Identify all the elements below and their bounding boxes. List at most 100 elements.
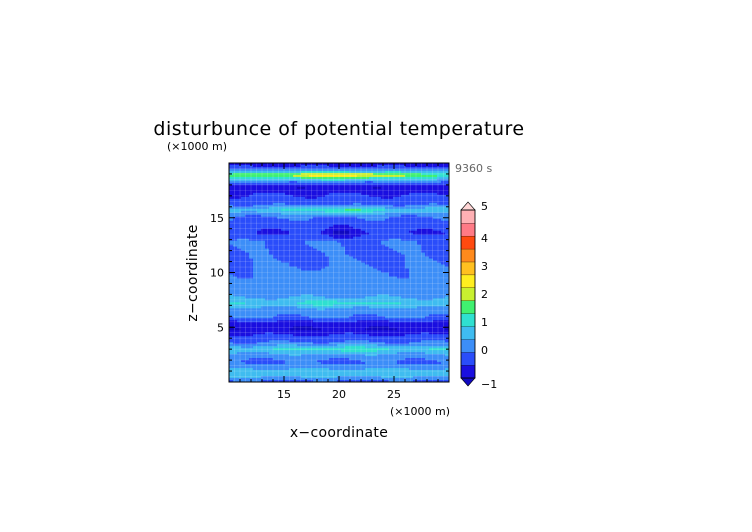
heatmap-cell xyxy=(329,306,334,309)
heatmap-cell xyxy=(433,204,438,208)
heatmap-cell xyxy=(381,266,386,269)
heatmap-cell xyxy=(401,288,406,291)
heatmap-cell xyxy=(417,284,422,287)
heatmap-cell xyxy=(397,314,402,317)
heatmap-cell xyxy=(349,306,354,309)
heatmap-cell xyxy=(289,168,294,172)
heatmap-cell xyxy=(245,172,250,176)
heatmap-cell xyxy=(237,212,242,216)
heatmap-cell xyxy=(241,256,246,259)
heatmap-cell xyxy=(321,222,326,226)
heatmap-cell xyxy=(273,190,278,194)
heatmap-cell xyxy=(413,174,418,178)
heatmap-cell xyxy=(417,190,422,194)
heatmap-cell xyxy=(409,256,414,259)
heatmap-cell xyxy=(285,222,290,226)
heatmap-cell xyxy=(421,340,426,343)
heatmap-cell xyxy=(305,320,310,323)
heatmap-cell xyxy=(277,328,282,331)
heatmap-cell xyxy=(417,202,422,206)
heatmap-cell xyxy=(313,228,318,232)
heatmap-cell xyxy=(341,276,346,279)
heatmap-cell xyxy=(429,186,434,190)
heatmap-cell xyxy=(413,244,418,248)
heatmap-cell xyxy=(345,326,350,329)
heatmap-cell xyxy=(305,288,310,291)
heatmap-cell xyxy=(429,290,434,293)
heatmap-cell xyxy=(349,246,354,250)
heatmap-cell xyxy=(237,174,242,178)
heatmap-cell xyxy=(341,324,346,327)
heatmap-cell xyxy=(377,256,382,259)
heatmap-cell xyxy=(345,230,350,234)
heatmap-cell xyxy=(409,166,414,170)
heatmap-cell xyxy=(309,334,314,337)
heatmap-cell xyxy=(409,222,414,226)
heatmap-cell xyxy=(245,226,250,230)
y-axis-unit: (×1000 m) xyxy=(167,140,227,153)
heatmap-cell xyxy=(245,252,250,255)
heatmap-cell xyxy=(429,244,434,248)
heatmap-cell xyxy=(393,190,398,194)
heatmap-cell xyxy=(309,232,314,236)
heatmap-cell xyxy=(429,302,434,305)
heatmap-cell xyxy=(437,288,442,291)
heatmap-cell xyxy=(393,236,398,240)
heatmap-cell xyxy=(289,206,294,210)
heatmap-cell xyxy=(293,198,298,202)
heatmap-cell xyxy=(289,200,294,204)
heatmap-cell xyxy=(281,230,286,234)
heatmap-cell xyxy=(365,186,370,190)
heatmap-cell xyxy=(285,163,290,166)
heatmap-cell xyxy=(397,176,402,180)
heatmap-cell xyxy=(305,332,310,335)
heatmap-cell xyxy=(249,270,254,273)
heatmap-cell xyxy=(305,194,310,198)
heatmap-cell xyxy=(277,264,282,267)
heatmap-cell xyxy=(249,282,254,285)
heatmap-cell xyxy=(257,300,262,303)
heatmap-cell xyxy=(281,178,286,182)
heatmap-cell xyxy=(361,186,366,190)
heatmap-cell xyxy=(425,252,430,255)
heatmap-cell xyxy=(309,204,314,208)
heatmap-cell xyxy=(437,324,442,327)
heatmap-cell xyxy=(409,234,414,238)
heatmap-cell xyxy=(365,260,370,263)
heatmap-cell xyxy=(277,166,282,170)
heatmap-cell xyxy=(241,216,246,220)
heatmap-cell xyxy=(229,306,234,309)
heatmap-cell xyxy=(325,184,330,188)
heatmap-cell xyxy=(389,264,394,267)
heatmap-cell xyxy=(429,274,434,277)
heatmap-cell xyxy=(265,312,270,315)
heatmap-cell xyxy=(229,190,234,194)
heatmap-cell xyxy=(309,163,314,166)
heatmap-cell xyxy=(385,208,390,212)
heatmap-cell xyxy=(373,340,378,343)
heatmap-cell xyxy=(269,314,274,317)
heatmap-cell xyxy=(257,314,262,317)
heatmap-cell xyxy=(257,294,262,297)
heatmap-cell xyxy=(241,304,246,307)
heatmap-cell xyxy=(353,188,358,192)
heatmap-cell xyxy=(233,212,238,216)
heatmap-cell xyxy=(313,180,318,184)
heatmap-cell xyxy=(329,300,334,303)
heatmap-cell xyxy=(405,248,410,251)
heatmap-cell xyxy=(441,230,446,234)
heatmap-cell xyxy=(297,278,302,281)
heatmap-cell xyxy=(417,282,422,285)
heatmap-cell xyxy=(345,276,350,279)
heatmap-cell xyxy=(289,164,294,168)
heatmap-cell xyxy=(401,312,406,315)
heatmap-cell xyxy=(345,274,350,277)
heatmap-cell xyxy=(345,246,350,250)
heatmap-cell xyxy=(265,332,270,335)
heatmap-cell xyxy=(317,312,322,315)
heatmap-cell xyxy=(429,226,434,230)
heatmap-cell xyxy=(353,238,358,242)
heatmap-cell xyxy=(273,306,278,309)
heatmap-cell xyxy=(333,236,338,240)
heatmap-cell xyxy=(229,252,234,255)
